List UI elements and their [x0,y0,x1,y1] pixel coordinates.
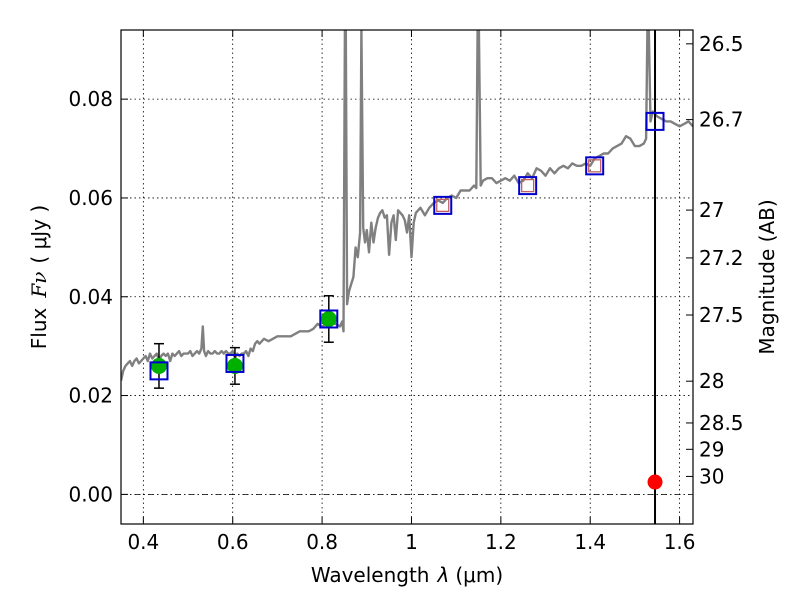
y-tick-label: 0.02 [68,384,113,408]
y-tick-label: 0.08 [68,87,113,111]
ticks [121,30,693,524]
red-squares [436,159,602,213]
plot-frame [120,29,694,525]
y2-axis-label: Magnitude (AB) [755,199,779,354]
green-data-point [320,310,337,327]
y-tick-label: 0.00 [68,482,113,506]
blue-square-marker [319,309,339,329]
x-tick-label: 1 [405,530,418,554]
x-tick-label: 0.8 [306,530,338,554]
green-data-point [226,357,243,374]
y2-tick-labels: 26.5 26.7 27 27.2 27.5 28 28.529 30 [699,32,744,489]
green-data-point [150,357,167,374]
blue-square-marker [149,361,169,381]
error-bars [153,295,334,389]
red-square-marker [588,159,602,173]
y-tick-label: 0.04 [68,285,113,309]
y-tick-labels: 0.00 0.02 0.04 0.06 0.08 [68,87,113,506]
red-dot [647,474,663,490]
y-tick-label: 0.06 [68,186,113,210]
x-tick-label: 0.4 [127,530,159,554]
blue-square-marker [518,176,538,196]
blue-square-marker [433,195,453,215]
x-tick-label: 1.2 [485,530,517,554]
x-tick-label: 0.6 [217,530,249,554]
y2-tick-label: 27.5 [699,303,744,327]
grid [121,30,693,524]
y2-tick-label: 27 [699,198,724,222]
x-tick-labels: 0.4 0.6 0.8 1 1.2 1.4 1.6 [127,530,695,554]
y2-tick-label: 26.7 [699,108,744,132]
y2-tick-label: 30 [699,464,724,488]
x-tick-label: 1.6 [664,530,696,554]
y2-tick-label: 29 [699,437,724,461]
blue-squares [149,111,665,381]
spectrum [121,30,693,381]
blue-square-marker [645,111,665,131]
red-square-marker [521,178,535,193]
red-data-point [647,474,663,490]
x-axis-label: Wavelength λ (μm) [311,563,503,587]
y2-tick-label: 28.5 [699,411,744,435]
y2-tick-label: 28 [699,369,724,393]
y-axis-label: FluxFν( μJy ) [27,205,51,349]
y2-tick-label: 26.5 [699,32,744,56]
y2-tick-label: 27.2 [699,246,744,270]
blue-square-marker [225,353,245,373]
blue-square-marker [585,156,605,176]
x-tick-label: 1.4 [574,530,606,554]
red-square-marker [436,198,450,213]
spectrum-line [121,30,693,381]
